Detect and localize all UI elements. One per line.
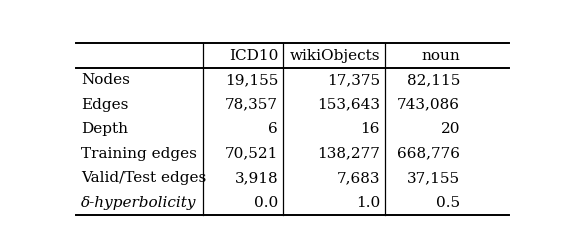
Text: 6: 6 — [268, 122, 278, 136]
Text: 153,643: 153,643 — [317, 98, 380, 112]
Text: wikiObjects: wikiObjects — [290, 49, 380, 63]
Text: Depth: Depth — [81, 122, 128, 136]
Text: 1.0: 1.0 — [356, 196, 380, 209]
Text: 743,086: 743,086 — [397, 98, 460, 112]
Text: 19,155: 19,155 — [225, 73, 278, 87]
Text: 138,277: 138,277 — [317, 146, 380, 160]
Text: Valid/Test edges: Valid/Test edges — [81, 171, 206, 185]
Text: Edges: Edges — [81, 98, 128, 112]
Text: 37,155: 37,155 — [407, 171, 460, 185]
Text: 78,357: 78,357 — [225, 98, 278, 112]
Text: 17,375: 17,375 — [327, 73, 380, 87]
Text: noun: noun — [421, 49, 460, 63]
Text: 20: 20 — [441, 122, 460, 136]
Text: Training edges: Training edges — [81, 146, 197, 160]
Text: Nodes: Nodes — [81, 73, 130, 87]
Text: 7,683: 7,683 — [336, 171, 380, 185]
Text: 82,115: 82,115 — [406, 73, 460, 87]
Text: 0.0: 0.0 — [254, 196, 278, 209]
Text: δ-hyperbolicity: δ-hyperbolicity — [81, 196, 197, 209]
Text: 70,521: 70,521 — [225, 146, 278, 160]
Text: ICD10: ICD10 — [229, 49, 278, 63]
Text: 668,776: 668,776 — [397, 146, 460, 160]
Text: 3,918: 3,918 — [234, 171, 278, 185]
Text: 16: 16 — [360, 122, 380, 136]
Text: 0.5: 0.5 — [436, 196, 460, 209]
